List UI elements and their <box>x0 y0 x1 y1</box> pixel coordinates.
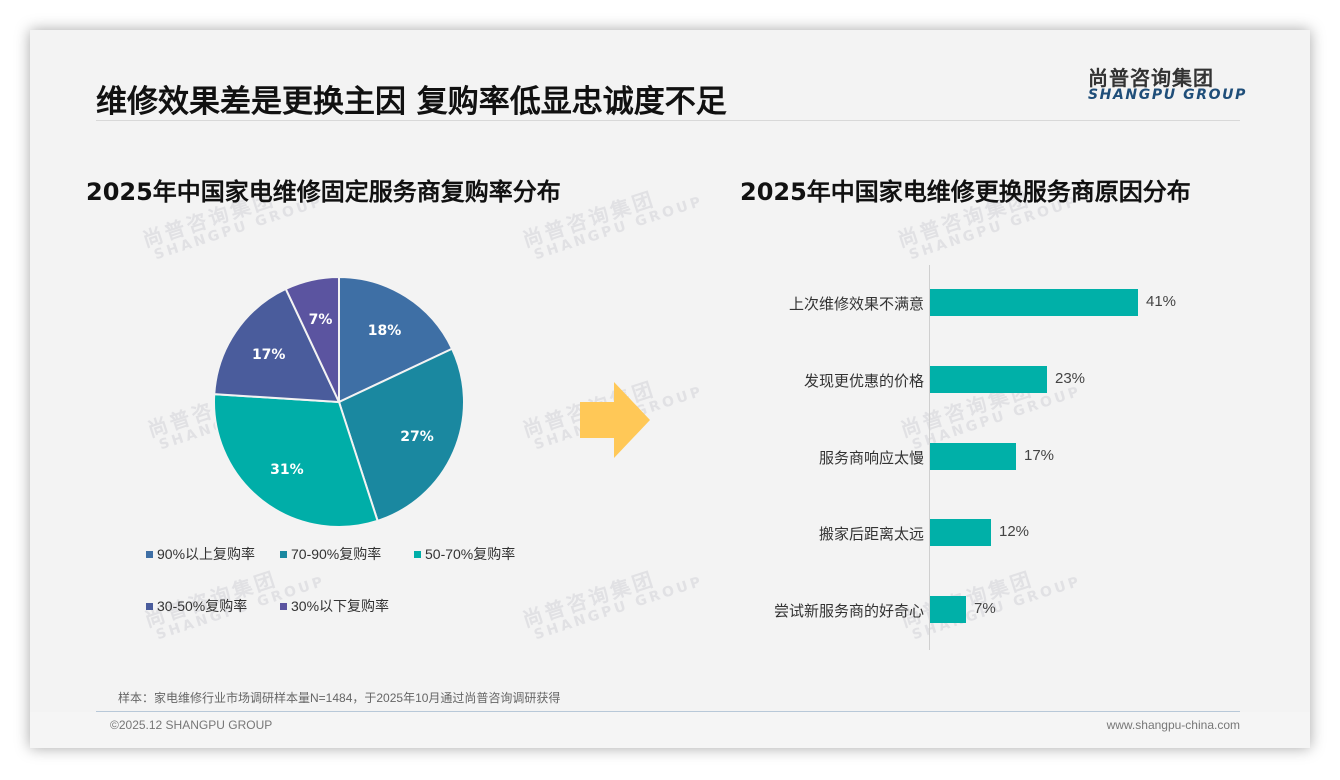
bar-value: 12% <box>999 523 1030 540</box>
legend-item: 50-70%复购率 <box>414 544 515 564</box>
y-axis-line <box>929 265 930 650</box>
legend-swatch <box>280 550 287 558</box>
pie-slice <box>213 393 379 528</box>
bar-chart-title: 2025年中国家电维修更换服务商原因分布 <box>740 178 1191 206</box>
title-divider <box>96 120 1240 121</box>
pie-chart: 18% 27% 31% 17% 7% <box>212 275 466 534</box>
bar-value: 41% <box>1146 293 1177 310</box>
pie-slice-label: 18% <box>368 323 402 339</box>
pie-slice <box>284 275 340 403</box>
logo-chinese: 尚普咨询集团 <box>1088 66 1214 90</box>
legend-label: 30-50%复购率 <box>157 598 248 614</box>
bar-label: 服务商响应太慢 <box>818 450 924 467</box>
bar-value: 17% <box>1024 447 1055 464</box>
legend-swatch <box>146 550 153 558</box>
bar-label: 尝试新服务商的好奇心 <box>773 603 924 620</box>
footer-band <box>30 712 1310 748</box>
bar-row: 上次维修效果不满意 41% <box>730 289 1250 317</box>
bar-value: 7% <box>974 600 996 617</box>
bar <box>930 519 991 546</box>
legend-label: 90%以上复购率 <box>157 546 256 562</box>
legend-label: 70-90%复购率 <box>291 546 382 562</box>
pie-slice-label: 17% <box>252 347 286 363</box>
bar <box>930 596 966 623</box>
bar-chart: 上次维修效果不满意 41% 发现更优惠的价格 23% 服务商响应太慢 17% 搬家后距离太远… <box>730 265 1250 650</box>
legend-swatch <box>146 602 153 610</box>
legend-item: 30-50%复购率 <box>146 596 247 616</box>
bar-row: 服务商响应太慢 17% <box>730 443 1250 471</box>
pie-slice-label: 31% <box>270 462 304 478</box>
pie-slice <box>338 275 454 404</box>
page-title: 维修效果差是更换主因 复购率低显忠诚度不足 <box>96 84 727 120</box>
legend-item: 30%以下复购率 <box>280 596 389 616</box>
legend-label: 50-70%复购率 <box>425 546 516 562</box>
website-link[interactable]: www.shangpu-china.com <box>1106 718 1240 732</box>
footer-divider <box>96 711 1240 712</box>
pie-slice <box>213 287 341 404</box>
legend-label: 30%以下复购率 <box>291 598 390 614</box>
pie-chart-title: 2025年中国家电维修固定服务商复购率分布 <box>86 178 561 206</box>
legend-swatch <box>280 602 287 610</box>
arrow-right-icon <box>580 382 652 463</box>
bar-row: 发现更优惠的价格 23% <box>730 366 1250 394</box>
pie-slice-label: 7% <box>309 312 333 328</box>
legend-item: 90%以上复购率 <box>146 544 255 564</box>
bar <box>930 443 1016 470</box>
logo-english: SHANGPU GROUP <box>1088 87 1247 103</box>
bar-row: 尝试新服务商的好奇心 7% <box>730 596 1250 624</box>
copyright: ©2025.12 SHANGPU GROUP <box>110 718 273 732</box>
bar-value: 23% <box>1055 370 1086 387</box>
bar <box>930 289 1138 316</box>
bar-label: 搬家后距离太远 <box>818 526 924 543</box>
bar-label: 上次维修效果不满意 <box>788 296 924 313</box>
bar <box>930 366 1047 393</box>
sample-note: 样本：家电维修行业市场调研样本量N=1484，于2025年10月通过尚普咨询调研… <box>118 691 561 705</box>
slide: 尚普咨询集团 SHANGPU GROUP 尚普咨询集团 SHANGPU GROUP … <box>30 30 1310 748</box>
bar-row: 搬家后距离太远 12% <box>730 519 1250 547</box>
pie-slice-label: 27% <box>400 429 434 445</box>
bar-label: 发现更优惠的价格 <box>803 373 924 390</box>
pie-slice <box>337 347 465 523</box>
legend-swatch <box>414 550 421 558</box>
legend-item: 70-90%复购率 <box>280 544 381 564</box>
